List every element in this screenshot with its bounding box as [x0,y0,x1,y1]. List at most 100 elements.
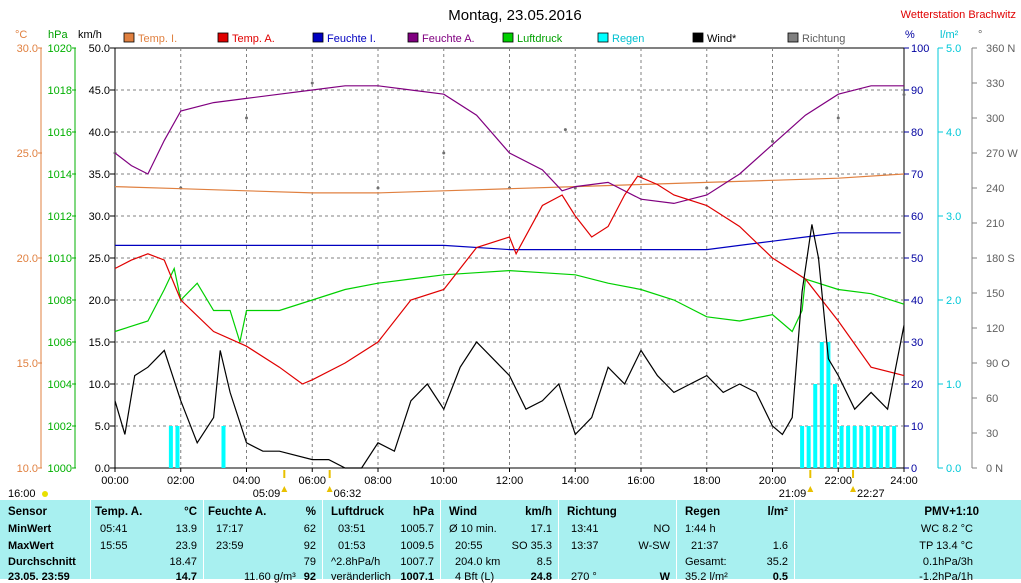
rain-bar [813,384,818,468]
luftdruck-forecast: veränderlich [331,571,391,583]
rain-bar [852,426,857,468]
humidity-tick-label: 20 [911,379,923,391]
sun-time-label: 21:09 [779,488,807,500]
direction-tick-label: 30 [986,428,998,440]
legend-label: Feuchte I. [327,33,376,45]
regen-max-value: 1.6 [772,540,788,552]
humidity-unit-label: % [905,29,915,41]
direction-point [376,186,380,190]
rain-bar [800,426,805,468]
rain-bar [826,342,831,468]
feuchte-a-max-value: 92 [303,540,316,552]
direction-point [310,81,314,85]
pmv-column: PMV+1:10 WC 8.2 °C TP 13.4 °C 0.1hPa/3h … [795,500,1021,583]
legend-label: Wind* [707,33,737,45]
humidity-tick-label: 70 [911,169,923,181]
regen-column: Regen l/m² 1:44 h 21:37 1.6 Gesamt: 35.2… [677,500,794,583]
legend-swatch [407,32,419,43]
luftdruck-header: Luftdruck [331,506,385,518]
luftdruck-trend: ^2.8hPa/h [331,556,381,568]
x-tick-label: 14:00 [561,475,589,487]
temp-tick-label: 15.0 [17,358,38,370]
x-tick-label: 18:00 [693,475,721,487]
rain-bar [846,426,851,468]
rain-unit-label: l/m² [940,29,959,41]
rain-tick-label: 0.0 [946,463,961,475]
rain-tick-label: 3.0 [946,211,961,223]
feuchte-a-current-value: 92 [303,571,316,583]
rain-bar [885,426,890,468]
wind-tick-label: 5.0 [95,421,110,433]
feuchte-a-max-time: 23:59 [216,540,244,552]
richtung-column: Richtung 13:41 NO 13:37 W-SW 270 ° W [559,500,676,583]
table-divider [440,500,441,579]
direction-point [442,151,446,155]
x-tick-label: 04:00 [233,475,261,487]
row-label-current: 23.05. 23:59 [8,571,70,583]
wind-tick-label: 0.0 [95,463,110,475]
legend-swatch [502,32,514,43]
legend-label: Regen [612,33,644,45]
legend-swatch [597,32,609,43]
wind-unit-label: km/h [78,29,102,41]
luftdruck-max-time: 01:53 [338,540,366,552]
row-label-sensor: Sensor [8,506,47,518]
table-divider [322,500,323,579]
regen-duration: 1:44 h [685,523,716,535]
rain-bar [175,426,180,468]
direction-point [563,128,567,132]
luftdruck-avg-value: 1007.7 [400,556,434,568]
humidity-tick-label: 10 [911,421,923,433]
wind-tick-label: 30.0 [89,211,110,223]
pressure-tick-label: 1014 [48,169,72,181]
wind-tick-label: 45.0 [89,85,110,97]
rain-tick-label: 5.0 [946,43,961,55]
direction-point [245,116,248,120]
direction-point [771,139,774,143]
x-tick-label: 22:00 [824,475,852,487]
sun-triangle [281,486,288,492]
chart-title: Montag, 23.05.2016 [448,7,581,24]
table-divider [558,500,559,579]
temp-a-min-value: 13.9 [175,523,197,535]
rain-bar [839,426,844,468]
legend-swatch [217,32,229,43]
pmv-windchill: WC 8.2 °C [920,523,973,535]
richtung-max-value: W-SW [638,540,670,552]
rain-bar [168,426,173,468]
rain-bar [832,384,837,468]
luftdruck-min-time: 03:51 [338,523,366,535]
pressure-tick-label: 1020 [48,43,72,55]
wind-tick-label: 50.0 [89,43,110,55]
rain-bar [806,426,811,468]
temp-tick-label: 25.0 [17,148,38,160]
row-label-max: MaxWert [8,540,54,552]
sun-time-label: 22:27 [857,488,885,500]
sun-triangle [807,486,814,492]
pressure-tick-label: 1018 [48,85,72,97]
wind-max-value: SO 35.3 [511,540,552,552]
temp-a-current-value: 14.7 [175,571,197,583]
legend-label: Temp. I. [138,33,177,45]
temp-a-max-value: 23.9 [175,540,197,552]
legend-label: Feuchte A. [422,33,475,45]
temp-a-avg-value: 18.47 [169,556,197,568]
temp-a-column: Temp. A. °C 05:41 13.9 15:55 23.9 18.47 … [91,500,203,583]
direction-point [902,93,906,97]
legend-swatch [312,32,324,43]
direction-tick-label: 90 O [986,358,1010,370]
rain-bar [859,426,864,468]
humidity-tick-label: 100 [911,43,929,55]
table-divider [676,500,677,579]
humidity-tick-label: 30 [911,337,923,349]
daylight-dot [42,491,48,497]
regen-total-label: Gesamt: [685,556,727,568]
wind-header: Wind [449,506,477,518]
feuchte-a-min-time: 17:17 [216,523,244,535]
regen-day-total: 35.2 l/m² [685,571,728,583]
regen-total-value: 35.2 [766,556,788,568]
row-label-avg: Durchschnitt [8,556,76,568]
temp-tick-label: 30.0 [17,43,38,55]
richtung-current-value: W [659,571,670,583]
direction-tick-label: 120 [986,323,1004,335]
